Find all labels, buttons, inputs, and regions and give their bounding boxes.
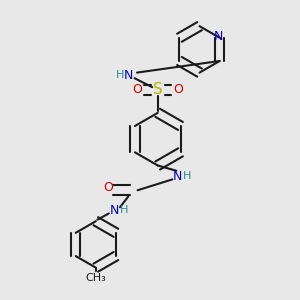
Text: N: N	[213, 30, 223, 43]
Text: H: H	[183, 171, 191, 181]
Text: S: S	[153, 82, 163, 97]
Text: N: N	[173, 170, 183, 183]
Text: N: N	[124, 69, 133, 82]
Text: CH₃: CH₃	[85, 274, 106, 284]
Text: O: O	[133, 83, 142, 96]
Text: O: O	[103, 181, 113, 194]
Text: N: N	[110, 204, 119, 217]
Text: H: H	[116, 70, 124, 80]
Text: O: O	[173, 83, 183, 96]
Text: H: H	[119, 206, 128, 215]
